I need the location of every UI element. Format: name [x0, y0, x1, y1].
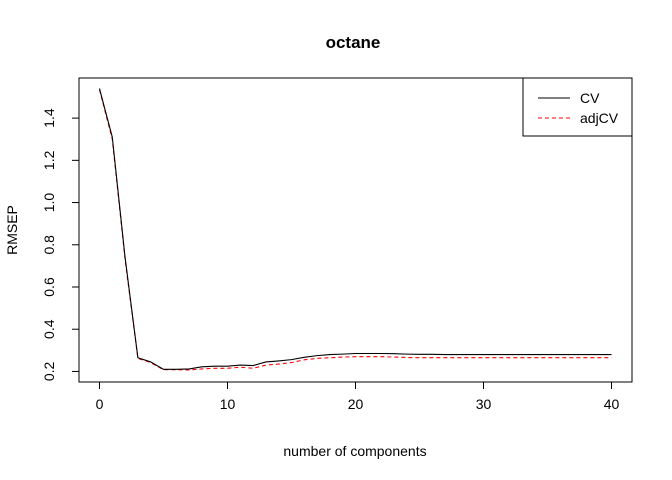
y-tick-label: 0.8 — [41, 235, 57, 255]
x-tick-label: 20 — [348, 396, 364, 412]
y-tick-label: 1.2 — [41, 150, 57, 170]
y-axis-label: RMSEP — [4, 205, 20, 255]
series-layer — [98, 88, 612, 371]
y-tick-label: 0.4 — [41, 319, 57, 339]
x-tick-label: 40 — [604, 396, 620, 412]
x-tick-label: 30 — [476, 396, 492, 412]
y-tick-label: 1.4 — [41, 108, 57, 128]
series-line-cv — [98, 88, 612, 370]
x-tick-label: 0 — [96, 396, 104, 412]
x-axis-label: number of components — [283, 443, 426, 459]
legend-label-cv: CV — [580, 90, 600, 106]
y-tick-label: 0.2 — [41, 362, 57, 382]
x-axis: 0 10 20 30 40 — [96, 381, 620, 412]
x-tick-label: 10 — [220, 396, 236, 412]
series-line-adjcv — [98, 89, 612, 371]
legend-box — [522, 77, 633, 137]
legend: CV adjCV — [522, 77, 633, 137]
y-tick-label: 0.6 — [41, 277, 57, 297]
y-axis: 0.2 0.4 0.6 0.8 1.0 1.2 1.4 — [41, 108, 80, 382]
y-tick-label: 1.0 — [41, 193, 57, 213]
legend-label-adjcv: adjCV — [580, 110, 619, 126]
chart-title: octane — [326, 33, 381, 52]
